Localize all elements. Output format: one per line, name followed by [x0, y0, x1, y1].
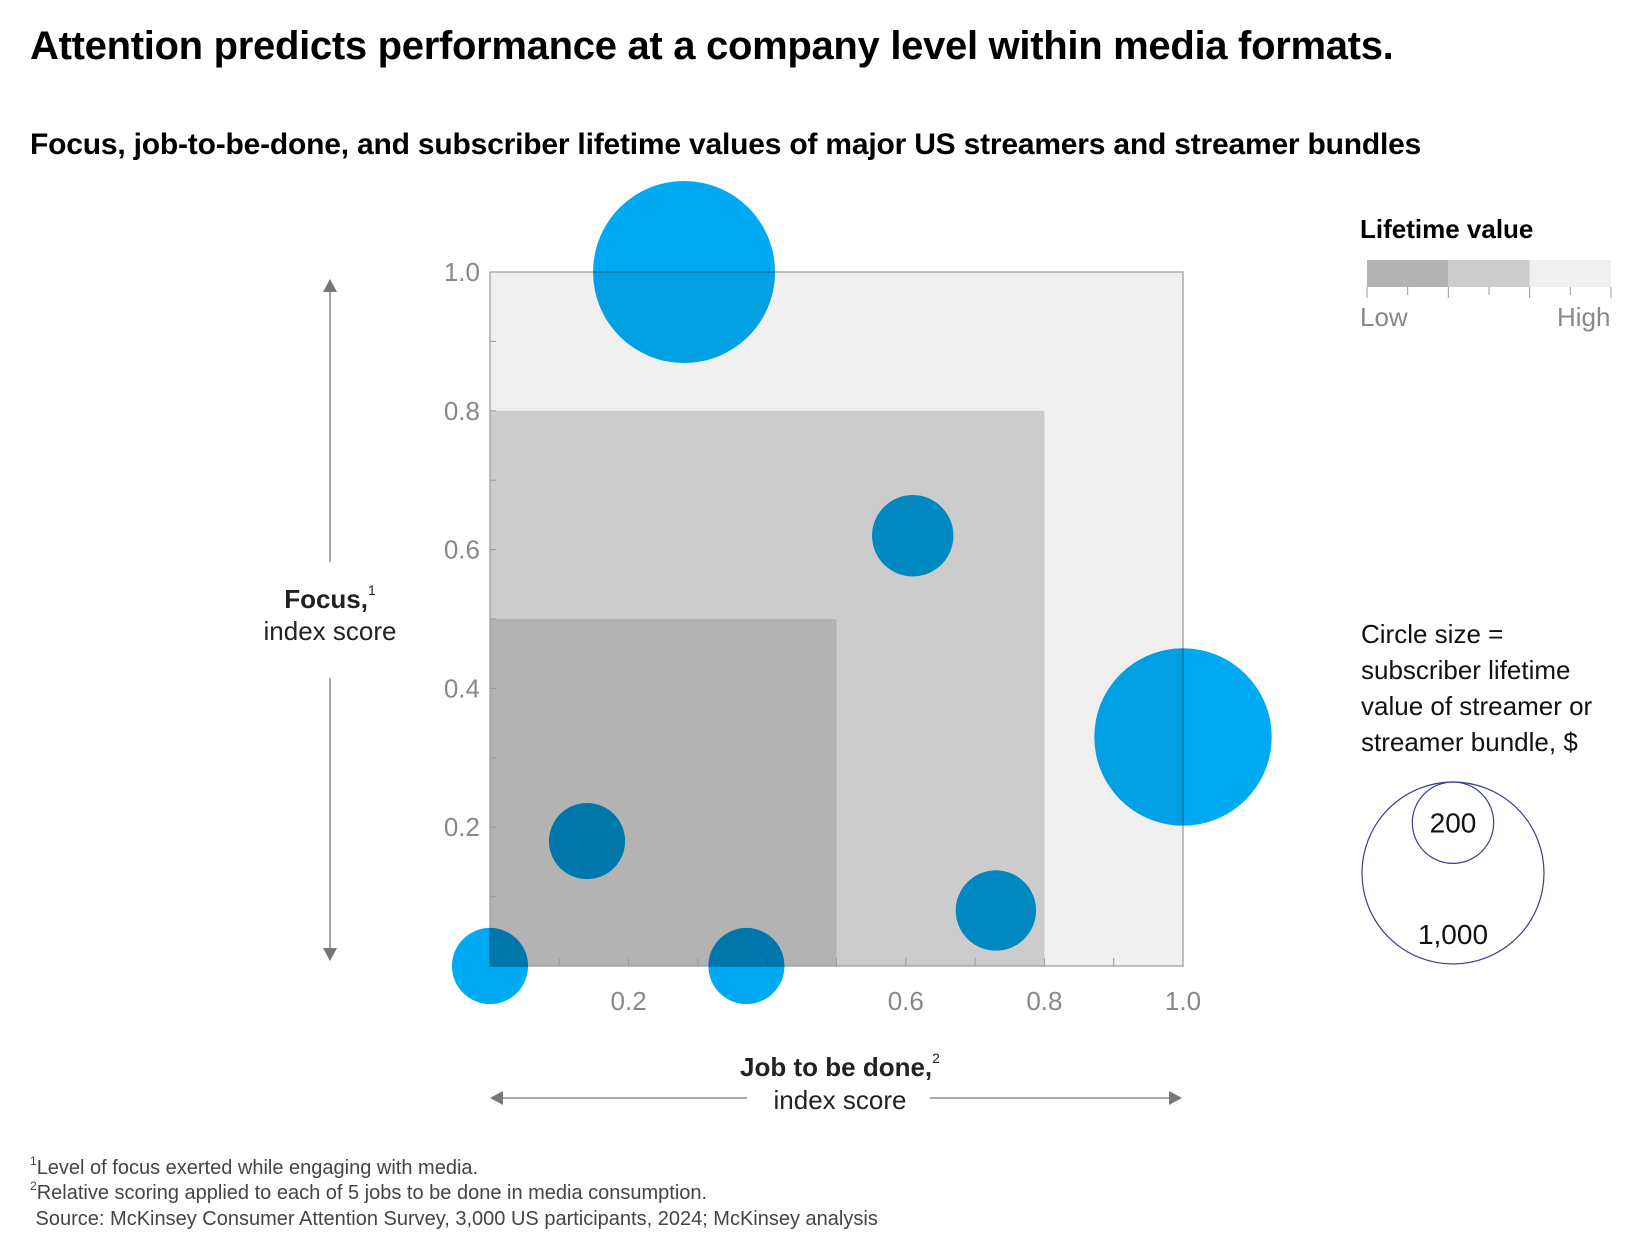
chart-title: Attention predicts performance at a comp…	[30, 24, 1394, 68]
arrow-down-icon	[323, 948, 337, 961]
tick-labels: 0.2 0.6 0.8 1.0 0.2 0.4 0.6 0.8 1.0	[444, 257, 1201, 1016]
x-tick-label: 1.0	[1165, 986, 1201, 1016]
footnote-1: 1Level of focus exerted while engaging w…	[30, 1154, 479, 1179]
x-axis-sublabel: index score	[773, 1085, 907, 1115]
legend-low-label: Low	[1360, 302, 1408, 332]
size-legend-note: Circle size = subscriber lifetime value …	[1361, 619, 1593, 757]
y-tick-label: 1.0	[444, 257, 480, 287]
x-axis-label: Job to be done,2	[740, 1050, 940, 1082]
legend-high-label: High	[1557, 302, 1611, 332]
bubble	[548, 803, 626, 880]
x-tick-label: 0.6	[888, 986, 924, 1016]
chart-subtitle: Focus, job-to-be-done, and subscriber li…	[30, 128, 1422, 161]
footnote-2: 2Relative scoring applied to each of 5 j…	[30, 1179, 708, 1204]
arrow-up-icon	[323, 279, 337, 292]
size-legend-label-small: 200	[1430, 808, 1477, 839]
legend-swatch	[1448, 260, 1530, 287]
y-axis-label: Focus,1	[284, 582, 376, 614]
y-tick-label: 0.2	[444, 812, 480, 842]
legend-swatch	[1367, 260, 1449, 287]
bubbles	[451, 181, 1272, 1005]
bubble	[872, 495, 954, 577]
arrow-left-icon	[490, 1091, 503, 1105]
bubble	[451, 927, 529, 1005]
y-tick-label: 0.8	[444, 396, 480, 426]
legend-graphics: 200 1,000	[1361, 260, 1612, 965]
legend-swatch	[1529, 260, 1611, 287]
axis-arrows	[323, 279, 1182, 1105]
band-low	[490, 619, 837, 966]
bubble	[1094, 648, 1272, 826]
legend-title: Lifetime value	[1360, 214, 1534, 244]
y-tick-label: 0.4	[444, 673, 480, 703]
size-legend-label-large: 1,000	[1418, 919, 1488, 950]
bubble	[955, 870, 1037, 951]
y-tick-label: 0.6	[444, 535, 480, 565]
size-legend-circle-small	[1411, 781, 1495, 864]
arrow-right-icon	[1169, 1091, 1182, 1105]
bubble	[708, 927, 785, 1005]
source-note: Source: McKinsey Consumer Attention Surv…	[30, 1208, 878, 1230]
bubble	[593, 181, 776, 363]
x-tick-label: 0.2	[611, 986, 647, 1016]
x-tick-label: 0.8	[1026, 986, 1062, 1016]
y-axis-sublabel: index score	[263, 616, 397, 646]
